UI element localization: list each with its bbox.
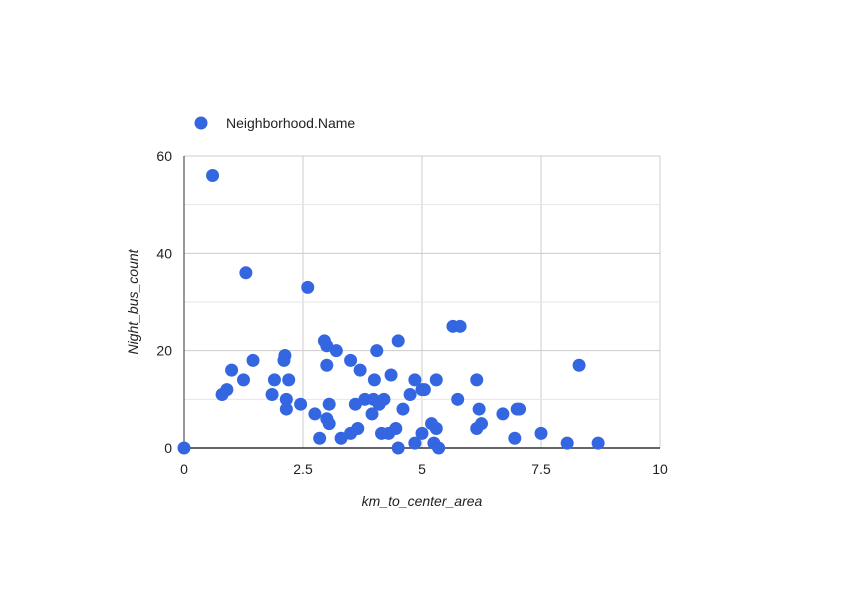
data-point xyxy=(475,417,488,431)
data-point xyxy=(322,397,336,411)
data-point xyxy=(206,168,220,182)
data-point xyxy=(301,280,315,294)
data-point xyxy=(470,373,484,387)
data-point xyxy=(408,436,422,450)
data-point xyxy=(496,407,510,421)
data-point xyxy=(329,344,343,358)
data-point xyxy=(377,392,391,406)
data-point xyxy=(313,431,327,445)
data-point xyxy=(391,334,405,348)
data-point xyxy=(432,441,446,455)
data-point xyxy=(278,349,292,363)
data-point xyxy=(408,373,422,387)
data-point xyxy=(560,436,574,450)
data-point xyxy=(451,392,465,406)
data-point xyxy=(429,373,443,387)
data-point xyxy=(429,422,443,436)
data-point xyxy=(508,431,522,445)
data-point xyxy=(282,373,296,387)
legend: Neighborhood.Name xyxy=(194,115,355,131)
data-point xyxy=(365,407,379,421)
data-point xyxy=(308,407,322,421)
data-point xyxy=(453,319,467,333)
y-tick-label: 0 xyxy=(164,440,172,456)
grid xyxy=(184,155,661,448)
x-tick-label: 0 xyxy=(180,461,188,477)
data-point xyxy=(351,422,365,436)
legend-label: Neighborhood.Name xyxy=(226,115,355,131)
data-point xyxy=(322,417,336,431)
data-point xyxy=(220,383,234,397)
data-point xyxy=(237,373,250,387)
data-point xyxy=(591,436,605,450)
data-point xyxy=(367,373,381,387)
data-point xyxy=(403,387,417,401)
data-point xyxy=(572,358,586,372)
y-tick-label: 40 xyxy=(156,245,172,261)
y-axis-title: Night_bus_count xyxy=(125,248,141,354)
data-point xyxy=(320,358,334,372)
data-point xyxy=(239,266,253,280)
data-point xyxy=(265,387,279,401)
x-tick-label: 7.5 xyxy=(531,461,551,477)
x-tick-label: 5 xyxy=(418,461,426,477)
data-point xyxy=(396,402,410,416)
data-point xyxy=(391,441,405,455)
data-point xyxy=(472,402,486,416)
legend-marker xyxy=(194,116,208,130)
x-tick-labels: 0 2.5 5 7.5 10 xyxy=(180,461,668,477)
data-point xyxy=(294,397,308,411)
data-point xyxy=(344,353,358,367)
data-point xyxy=(246,353,260,367)
data-point xyxy=(353,363,367,377)
data-point xyxy=(534,426,548,440)
x-tick-label: 2.5 xyxy=(293,461,313,477)
data-points xyxy=(177,168,605,455)
data-point xyxy=(279,402,293,416)
data-point xyxy=(513,402,527,416)
x-axis-title: km_to_center_area xyxy=(362,493,483,509)
y-tick-label: 60 xyxy=(156,148,172,164)
data-point xyxy=(279,392,293,406)
data-point xyxy=(417,383,431,397)
data-point xyxy=(384,368,398,382)
y-tick-labels: 0 20 40 60 xyxy=(156,148,172,456)
y-tick-label: 20 xyxy=(156,343,172,359)
data-point xyxy=(415,426,429,440)
axes xyxy=(183,156,660,449)
data-point xyxy=(225,363,239,377)
data-point xyxy=(267,373,281,387)
data-point xyxy=(370,344,384,358)
data-point xyxy=(389,422,403,436)
x-tick-label: 10 xyxy=(652,461,668,477)
data-point xyxy=(177,441,191,455)
